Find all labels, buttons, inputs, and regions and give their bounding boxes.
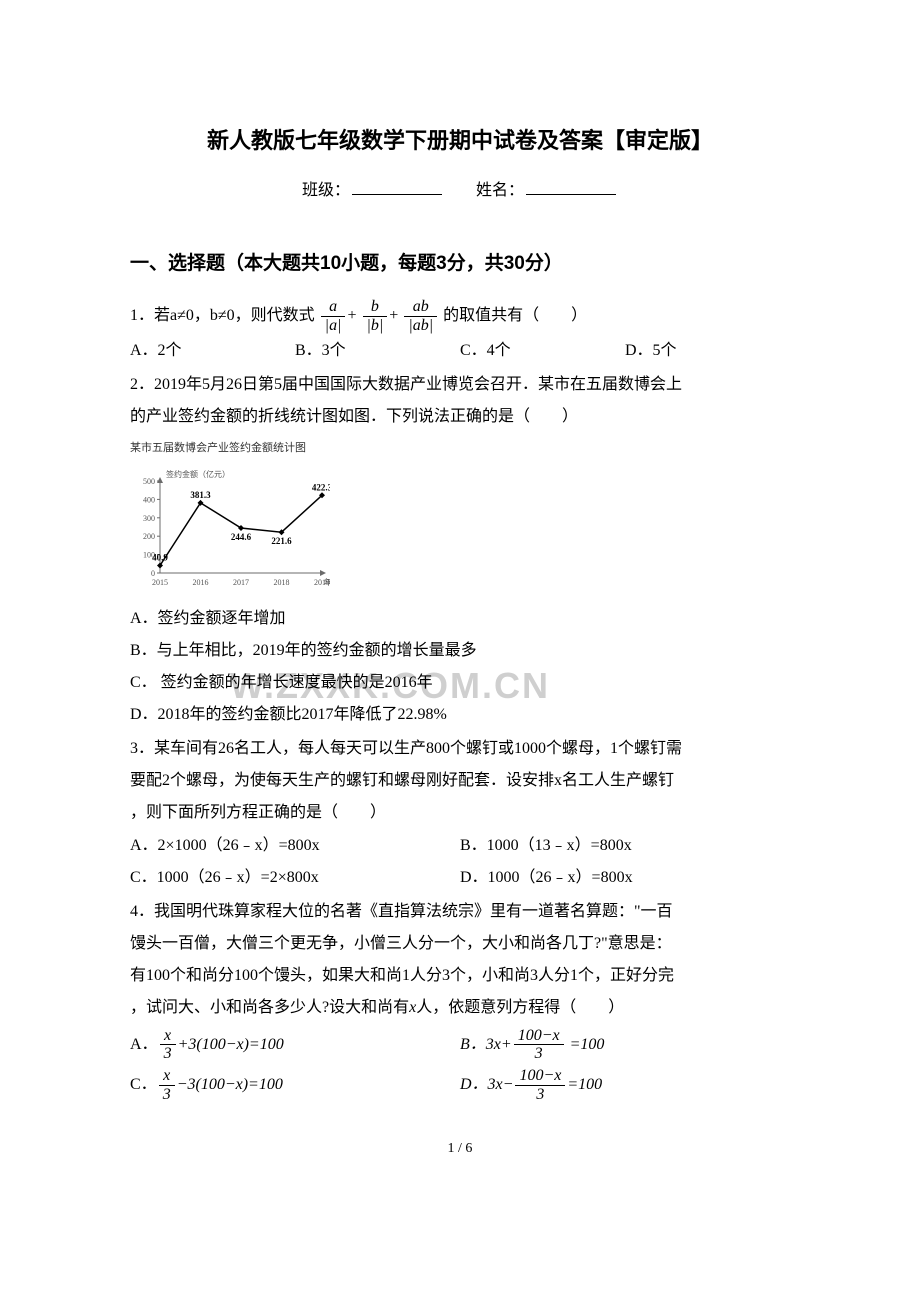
svg-text:2018: 2018 xyxy=(274,578,290,587)
q1-stem-post: 的取值共有（ ） xyxy=(443,307,587,324)
q1-opt-c: C．4个 xyxy=(460,336,625,366)
q2-opt-a: A．签约金额逐年增加 xyxy=(130,603,790,635)
q1-frac2: b|b| xyxy=(363,298,388,334)
q4-line3: 有100个和尚分100个馒头，如果大和尚1人分3个，小和尚3人分1个，正好分完 xyxy=(130,960,790,992)
q2-chart-caption: 某市五届数博会产业签约金额统计图 xyxy=(130,437,790,459)
q1-opt-b: B．3个 xyxy=(295,336,460,366)
q4-opt-d: D．3x−100−x3=100 xyxy=(460,1066,790,1104)
svg-text:244.6: 244.6 xyxy=(231,532,252,542)
q2-chart: 签约金额（亿元）01002003004005002015201620172018… xyxy=(130,465,790,595)
q4-opt-a: A．x3+3(100−x)=100 xyxy=(130,1026,460,1064)
q3-opt-c: C．1000（26﹣x）=2×800x xyxy=(130,863,460,893)
svg-text:500: 500 xyxy=(143,477,155,486)
q1-frac1: a|a| xyxy=(321,298,346,334)
question-2: 2．2019年5月26日第5届中国国际大数据产业博览会召开．某市在五届数博会上 … xyxy=(130,369,790,731)
q2-opt-d: D．2018年的签约金额比2017年降低了22.98% xyxy=(130,699,790,731)
name-blank xyxy=(526,179,616,195)
svg-text:200: 200 xyxy=(143,532,155,541)
svg-text:422.3: 422.3 xyxy=(312,482,330,492)
svg-text:300: 300 xyxy=(143,514,155,523)
q1-opt-d: D．5个 xyxy=(625,336,790,366)
q3-opt-d: D．1000（26﹣x）=800x xyxy=(460,863,790,893)
q1-opt-a: A．2个 xyxy=(130,336,295,366)
section-1-header: 一、选择题（本大题共10小题，每题3分，共30分） xyxy=(130,246,790,282)
q3-opt-b: B．1000（13﹣x）=800x xyxy=(460,831,790,861)
q4-line4-pre: ，试问大、小和尚各多少人?设大和尚有 xyxy=(130,999,409,1016)
q2-opt-c: C． 签约金额的年增长速度最快的是2016年 xyxy=(130,667,790,699)
svg-text:年份: 年份 xyxy=(324,577,330,587)
q4-opt-c: C．x3−3(100−x)=100 xyxy=(130,1066,460,1104)
svg-text:0: 0 xyxy=(151,569,155,578)
page-title: 新人教版七年级数学下册期中试卷及答案【审定版】 xyxy=(130,120,790,162)
q4-opt-b: B．3x+100−x3 =100 xyxy=(460,1026,790,1064)
q3-opt-a: A．2×1000（26﹣x）=800x xyxy=(130,831,460,861)
class-blank xyxy=(352,179,442,195)
svg-text:2017: 2017 xyxy=(233,578,249,587)
question-4: 4．我国明代珠算家程大位的名著《直指算法统宗》里有一道著名算题："一百 馒头一百… xyxy=(130,896,790,1024)
q1-stem-pre: 1．若a≠0，b≠0，则代数式 xyxy=(130,307,315,324)
q2-opt-b: B．与上年相比，2019年的签约金额的增长量最多 xyxy=(130,635,790,667)
q2-chart-svg: 签约金额（亿元）01002003004005002015201620172018… xyxy=(130,465,330,595)
student-info-row: 班级： 姓名： xyxy=(130,176,790,206)
q4-line4-post: 人，依题意列方程得（ ） xyxy=(416,999,624,1016)
svg-text:40.9: 40.9 xyxy=(152,552,168,562)
q4-line1: 4．我国明代珠算家程大位的名著《直指算法统宗》里有一道著名算题："一百 xyxy=(130,896,790,928)
svg-text:2015: 2015 xyxy=(152,578,168,587)
class-label: 班级： xyxy=(302,182,350,199)
q2-line2: 的产业签约金额的折线统计图如图．下列说法正确的是（ ） xyxy=(130,401,790,433)
svg-text:2016: 2016 xyxy=(193,578,209,587)
q3-options: A．2×1000（26﹣x）=800x B．1000（13﹣x）=800x C．… xyxy=(130,831,790,896)
q1-frac3: ab|ab| xyxy=(404,298,437,334)
q4-line2: 馒头一百僧，大僧三个更无争，小僧三人分一个，大小和尚各几丁?"意思是： xyxy=(130,928,790,960)
svg-text:400: 400 xyxy=(143,495,155,504)
name-label: 姓名： xyxy=(476,182,524,199)
question-1: 1．若a≠0，b≠0，则代数式 a|a|+ b|b|+ ab|ab| 的取值共有… xyxy=(130,298,790,334)
q3-line3: ，则下面所列方程正确的是（ ） xyxy=(130,797,790,829)
q4-options: A．x3+3(100−x)=100 B．3x+100−x3 =100 C．x3−… xyxy=(130,1026,790,1107)
svg-text:221.6: 221.6 xyxy=(271,536,292,546)
q3-line2: 要配2个螺母，为使每天生产的螺钉和螺母刚好配套．设安排x名工人生产螺钉 xyxy=(130,765,790,797)
q1-options: A．2个 B．3个 C．4个 D．5个 xyxy=(130,336,790,366)
question-3: 3．某车间有26名工人，每人每天可以生产800个螺钉或1000个螺母，1个螺钉需… xyxy=(130,733,790,829)
q2-line1: 2．2019年5月26日第5届中国国际大数据产业博览会召开．某市在五届数博会上 xyxy=(130,369,790,401)
svg-text:381.3: 381.3 xyxy=(190,490,211,500)
q3-line1: 3．某车间有26名工人，每人每天可以生产800个螺钉或1000个螺母，1个螺钉需 xyxy=(130,733,790,765)
svg-text:签约金额（亿元）: 签约金额（亿元） xyxy=(166,469,230,479)
page-number: 1 / 6 xyxy=(130,1136,790,1163)
